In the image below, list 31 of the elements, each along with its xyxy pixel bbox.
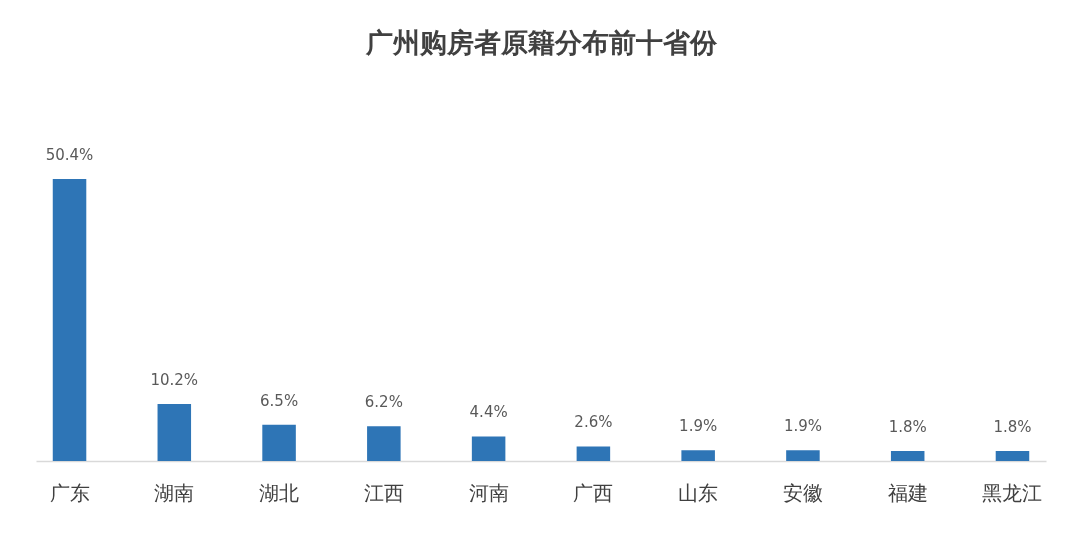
- x-tick-label: 福建: [887, 480, 928, 505]
- bar: [786, 450, 820, 461]
- x-tick-label: 安徽: [782, 480, 823, 505]
- x-tick-label: 湖北: [259, 480, 300, 505]
- data-label: 1.9%: [783, 417, 822, 436]
- data-label: 1.8%: [888, 417, 927, 436]
- data-label: 1.8%: [993, 417, 1032, 436]
- data-label: 2.6%: [574, 413, 613, 432]
- bar: [576, 446, 611, 461]
- x-tick-label: 广东: [49, 480, 90, 505]
- x-tick-label: 江西: [363, 480, 404, 505]
- data-label: 1.9%: [679, 417, 718, 436]
- data-label: 4.4%: [469, 403, 508, 422]
- bar: [367, 426, 401, 461]
- data-label: 6.5%: [260, 391, 299, 410]
- x-tick-label: 黑龙江: [982, 480, 1043, 505]
- x-tick-label: 山东: [678, 480, 719, 505]
- chart-title: 广州购房者原籍分布前十省份: [364, 27, 718, 58]
- data-label: 10.2%: [150, 370, 199, 389]
- bar: [471, 436, 506, 461]
- x-tick-label: 广西: [573, 480, 614, 505]
- bar: [262, 424, 296, 461]
- x-tick-label: 湖南: [154, 480, 195, 505]
- bar: [52, 179, 87, 461]
- x-tick-label: 河南: [468, 480, 509, 505]
- bar: [157, 403, 192, 461]
- bar: [995, 450, 1030, 461]
- data-label: 50.4%: [45, 146, 94, 164]
- bar: [890, 450, 925, 461]
- data-label: 6.2%: [364, 393, 403, 412]
- bar: [681, 450, 715, 461]
